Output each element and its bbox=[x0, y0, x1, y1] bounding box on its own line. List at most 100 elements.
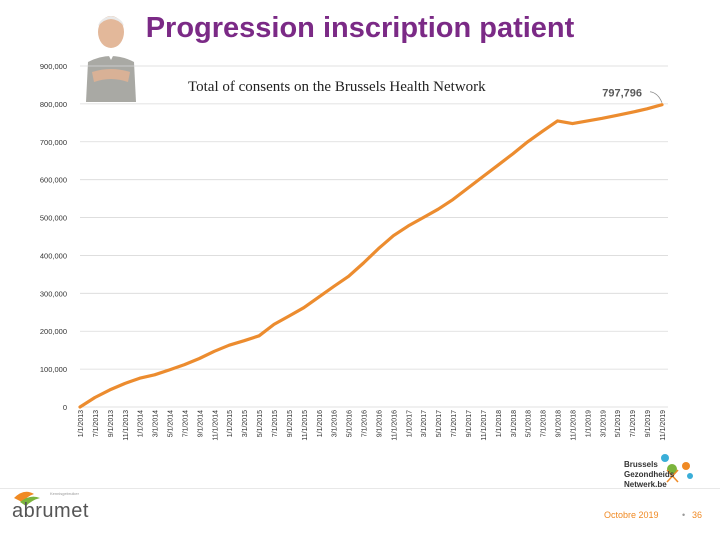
data-point bbox=[198, 357, 201, 360]
data-point bbox=[243, 339, 246, 342]
logo-small-caption: Kennisgebruiker bbox=[50, 491, 79, 496]
elderly-man-photo-icon bbox=[78, 10, 144, 102]
x-tick-label: 5/1/2014 bbox=[168, 410, 175, 437]
data-point bbox=[437, 208, 440, 211]
x-tick-label: 11/1/2014 bbox=[212, 410, 219, 441]
bgn-line-2: Gezondheids bbox=[624, 470, 675, 479]
data-point bbox=[183, 363, 186, 366]
data-point bbox=[332, 285, 335, 288]
data-point bbox=[377, 247, 380, 250]
data-point bbox=[317, 296, 320, 299]
series-layer bbox=[78, 103, 664, 409]
data-point bbox=[511, 153, 514, 155]
y-tick-label: 300,000 bbox=[40, 289, 67, 298]
x-tick-label: 1/1/2018 bbox=[496, 410, 503, 437]
data-point bbox=[123, 382, 126, 385]
data-point bbox=[213, 350, 216, 353]
data-point bbox=[616, 114, 619, 117]
x-tick-label: 3/1/2016 bbox=[332, 410, 339, 437]
final-value-leader bbox=[649, 91, 663, 103]
x-tick-label: 9/1/2013 bbox=[108, 410, 115, 437]
x-tick-label: 1/1/2014 bbox=[138, 410, 145, 437]
x-axis-ticks: 1/1/2013 7/1/2013 9/1/2013 11/1/2013 1/1/201… bbox=[78, 410, 667, 441]
x-tick-label: 9/1/2017 bbox=[466, 410, 473, 437]
data-point bbox=[273, 323, 275, 326]
data-point bbox=[646, 107, 648, 110]
final-value-label: 797,796 bbox=[602, 88, 642, 100]
y-tick-label: 200,000 bbox=[40, 327, 67, 336]
data-point bbox=[407, 224, 410, 227]
logo-wordmark: abrumet bbox=[12, 500, 89, 522]
data-point bbox=[496, 164, 499, 167]
gridlines bbox=[80, 65, 668, 408]
x-tick-label: 7/1/2019 bbox=[630, 410, 637, 437]
data-point bbox=[138, 377, 141, 380]
data-point bbox=[482, 175, 484, 178]
x-tick-label: 9/1/2019 bbox=[645, 410, 652, 437]
y-tick-label: 600,000 bbox=[40, 176, 67, 185]
slide-title: Progression inscription patient bbox=[145, 12, 575, 44]
x-tick-label: 11/1/2013 bbox=[123, 410, 130, 441]
x-tick-label: 1/1/2016 bbox=[317, 410, 324, 437]
x-tick-label: 11/1/2018 bbox=[570, 410, 577, 441]
y-tick-label: 0 bbox=[63, 403, 67, 412]
data-point bbox=[452, 198, 454, 201]
x-tick-label: 11/1/2017 bbox=[481, 410, 488, 441]
x-tick-label: 7/1/2018 bbox=[541, 410, 548, 437]
data-point bbox=[288, 315, 290, 317]
data-point bbox=[302, 306, 305, 309]
x-tick-label: 7/1/2015 bbox=[272, 410, 279, 437]
x-tick-label: 5/1/2016 bbox=[347, 410, 354, 437]
annotation-layer: 797,796 bbox=[602, 88, 663, 103]
brussels-health-network-logo-icon bbox=[661, 454, 693, 483]
x-tick-label: 9/1/2016 bbox=[376, 410, 383, 437]
x-tick-label: 3/1/2018 bbox=[511, 410, 518, 437]
x-tick-label: 5/1/2019 bbox=[615, 410, 622, 437]
y-tick-label: 800,000 bbox=[40, 100, 67, 109]
x-tick-label: 1/1/2015 bbox=[227, 410, 234, 437]
x-tick-label: 11/1/2015 bbox=[302, 410, 309, 441]
x-tick-label: 5/1/2017 bbox=[436, 410, 443, 437]
data-point bbox=[571, 122, 574, 125]
data-point bbox=[631, 111, 634, 114]
footer-divider bbox=[0, 488, 720, 489]
x-tick-label: 1/1/2017 bbox=[406, 410, 413, 437]
x-tick-label: 1/1/2013 bbox=[78, 410, 85, 437]
data-point bbox=[108, 389, 111, 391]
data-point bbox=[94, 396, 96, 399]
x-tick-label: 7/1/2016 bbox=[362, 410, 369, 437]
data-point bbox=[79, 406, 81, 408]
y-tick-label: 100,000 bbox=[40, 365, 67, 374]
data-point bbox=[153, 373, 156, 376]
y-tick-label: 900,000 bbox=[40, 62, 67, 71]
abrumet-logo-icon bbox=[14, 491, 40, 506]
chart-title: Total of consents on the Brussels Health… bbox=[188, 79, 486, 95]
data-point bbox=[422, 216, 425, 219]
y-tick-label: 500,000 bbox=[40, 214, 67, 223]
x-tick-label: 5/1/2015 bbox=[257, 410, 264, 437]
footer-separator: • bbox=[682, 510, 686, 520]
data-point bbox=[526, 140, 529, 143]
data-point bbox=[347, 275, 350, 278]
data-point bbox=[661, 103, 663, 106]
data-point bbox=[601, 117, 604, 120]
x-tick-label: 3/1/2015 bbox=[242, 410, 249, 437]
data-point bbox=[467, 187, 469, 189]
x-tick-label: 9/1/2018 bbox=[556, 410, 563, 437]
x-tick-label: 11/1/2019 bbox=[660, 410, 667, 441]
bgn-line-3: Netwerk.be bbox=[624, 480, 667, 489]
x-tick-label: 7/1/2014 bbox=[182, 410, 189, 437]
data-point bbox=[228, 344, 231, 347]
x-tick-label: 1/1/2019 bbox=[585, 410, 592, 437]
y-tick-label: 700,000 bbox=[40, 138, 67, 147]
data-point bbox=[362, 262, 365, 264]
y-axis-ticks: 0 100,000 200,000 300,000 400,000 500,000 600,… bbox=[40, 62, 67, 412]
bgn-line-1: Brussels bbox=[624, 460, 658, 469]
x-tick-label: 3/1/2014 bbox=[153, 410, 160, 437]
x-tick-label: 9/1/2015 bbox=[287, 410, 294, 437]
data-point bbox=[392, 234, 395, 237]
data-point bbox=[556, 120, 559, 122]
x-tick-label: 7/1/2013 bbox=[93, 410, 100, 437]
data-point bbox=[258, 334, 260, 337]
series-line bbox=[78, 103, 664, 409]
